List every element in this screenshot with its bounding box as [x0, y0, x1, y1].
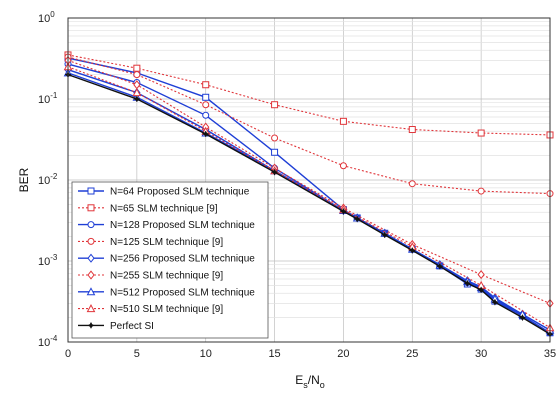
x-tick-label: 35 — [544, 348, 556, 360]
series-point — [133, 64, 141, 72]
x-tick-label: 10 — [200, 348, 212, 360]
series-layer — [63, 51, 555, 338]
legend-entry: N=256 Proposed SLM technique — [78, 253, 255, 265]
legend-entry: Perfect SI — [78, 321, 154, 332]
y-tick-base: 10 — [38, 256, 50, 268]
y-tick-exponent: -1 — [50, 91, 58, 100]
series-point — [477, 187, 485, 195]
y-tick-base: 10 — [38, 337, 50, 349]
y-tick-exponent: -3 — [50, 253, 58, 262]
series-line — [67, 59, 551, 304]
series-point — [339, 207, 347, 215]
series-point — [271, 168, 279, 176]
series-point — [408, 180, 416, 188]
legend-marker — [86, 287, 96, 296]
x-axis-label-mid: /N — [308, 373, 320, 387]
y-tick-exponent: -4 — [50, 334, 58, 343]
legend-marker — [87, 221, 95, 229]
y-tick-label: 10-3 — [38, 253, 58, 268]
series-line — [67, 54, 551, 136]
y-tick-base: 10 — [38, 175, 50, 187]
legend-marker — [87, 204, 95, 212]
series-point — [477, 286, 485, 294]
series-point — [271, 148, 279, 156]
y-tick-label: 10-4 — [38, 334, 58, 349]
y-axis-label: BER — [17, 167, 31, 192]
legend-entry: N=128 Proposed SLM technique — [78, 220, 255, 231]
legend-marker — [87, 270, 95, 280]
series-point — [339, 162, 347, 170]
legend-label: N=510 SLM technique [9] — [110, 304, 223, 315]
x-tick-label: 5 — [134, 348, 140, 360]
legend-label: N=64 Proposed SLM technique — [110, 187, 250, 198]
y-tick-exponent: 0 — [50, 10, 55, 19]
legend-marker — [87, 237, 95, 245]
series-point — [202, 130, 210, 138]
legend-label: N=65 SLM technique [9] — [110, 203, 218, 214]
legend-marker — [87, 253, 95, 263]
series-point — [271, 134, 279, 142]
series-point — [133, 95, 141, 103]
legend-label: N=255 SLM technique [9] — [110, 271, 223, 282]
x-tick-label: 25 — [406, 348, 418, 360]
series-point — [202, 101, 210, 109]
series-point — [202, 93, 210, 101]
series-line — [67, 72, 551, 331]
series-point — [491, 298, 499, 306]
legend-label: N=128 Proposed SLM technique — [110, 220, 255, 231]
legend-label: N=125 SLM technique [9] — [110, 237, 223, 248]
series-point — [408, 126, 416, 134]
legend-box — [71, 181, 269, 339]
series-point — [339, 117, 347, 125]
legend-entry: N=125 SLM technique [9] — [78, 237, 223, 248]
y-tick-base: 10 — [38, 13, 50, 25]
x-axis-label-main: E — [295, 373, 303, 387]
legend-entry: N=512 Proposed SLM technique — [78, 287, 255, 298]
series-line — [67, 73, 551, 335]
y-tick-exponent: -2 — [50, 172, 58, 181]
legend-entry: N=65 SLM technique [9] — [78, 203, 218, 214]
series-8 — [64, 71, 554, 338]
y-tick-label: 10-2 — [38, 172, 58, 187]
legend-label: Perfect SI — [110, 321, 154, 332]
series-point — [381, 231, 389, 239]
legend-marker — [87, 187, 95, 195]
legend-marker — [87, 321, 95, 329]
x-tick-label: 15 — [268, 348, 280, 360]
legend-entry: N=255 SLM technique [9] — [78, 270, 223, 282]
plot-border — [67, 17, 551, 343]
y-tick-label: 100 — [38, 10, 55, 25]
legend-entry: N=64 Proposed SLM technique — [78, 187, 250, 198]
series-point — [518, 314, 526, 322]
series-point — [463, 279, 471, 287]
series-point — [202, 81, 210, 89]
x-tick-labels: 0 5 10 15 20 25 30 35 — [65, 348, 556, 360]
x-tick-label: 30 — [475, 348, 487, 360]
series-point — [477, 269, 485, 280]
series-3 — [64, 53, 554, 198]
y-tick-label: 10-1 — [38, 91, 58, 106]
legend-marker — [86, 304, 96, 313]
series-point — [436, 262, 444, 270]
legend-label: N=256 Proposed SLM technique — [110, 254, 255, 265]
series-line — [67, 56, 551, 195]
x-tick-label: 20 — [337, 348, 349, 360]
series-point — [353, 215, 361, 223]
x-axis-label-sub1: s — [303, 380, 308, 390]
series-point — [202, 111, 210, 119]
series-point — [271, 101, 279, 109]
legend-label: N=512 Proposed SLM technique — [110, 287, 255, 298]
legend-entry: N=510 SLM technique [9] — [78, 304, 223, 315]
x-tick-label: 0 — [65, 348, 71, 360]
series-point — [408, 246, 416, 254]
legend: N=64 Proposed SLM technique N=65 SLM tech… — [71, 181, 269, 339]
x-axis-label: Es/No — [295, 373, 325, 390]
x-axis-label-sub2: o — [320, 380, 325, 390]
series-point — [133, 71, 141, 79]
series-point — [477, 129, 485, 137]
y-tick-base: 10 — [38, 94, 50, 106]
